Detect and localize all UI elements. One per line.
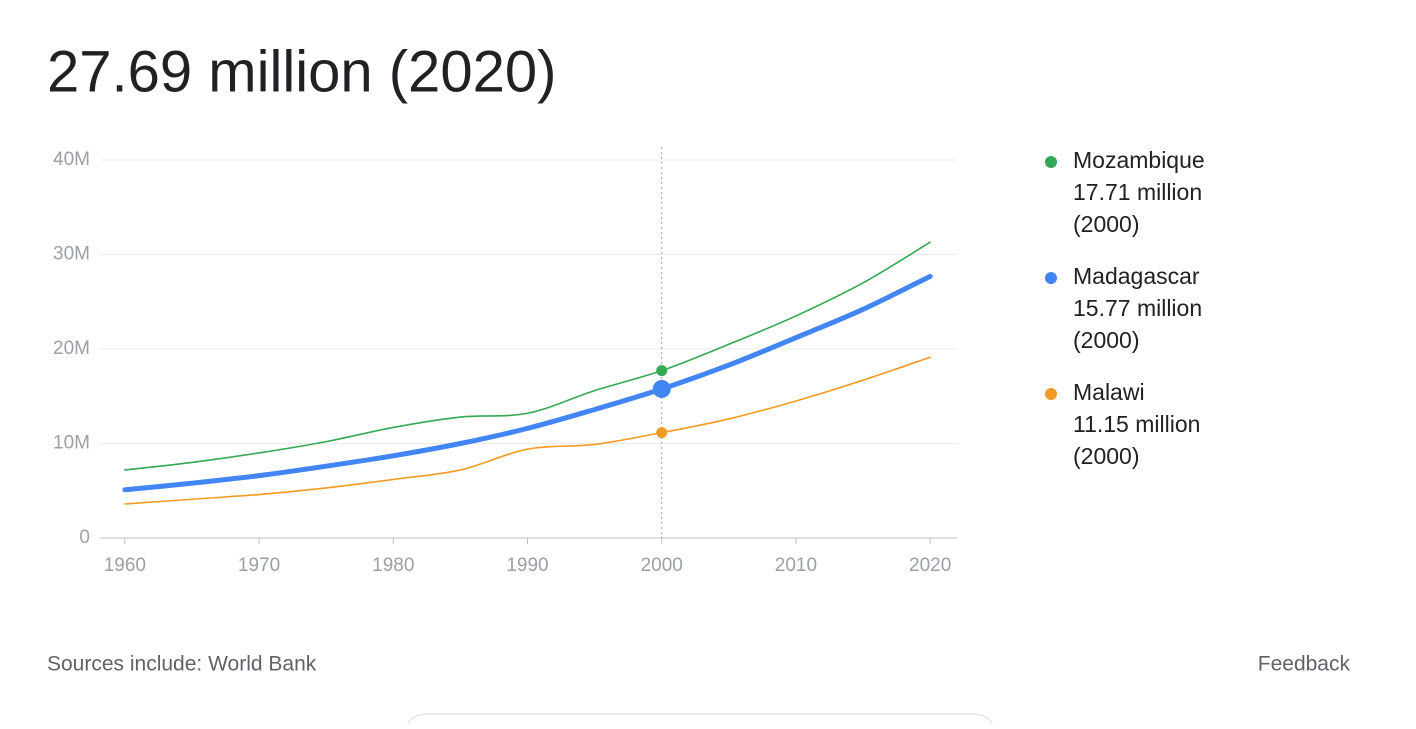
x-tick-label: 2010 — [775, 555, 817, 576]
x-tick-label: 1960 — [104, 555, 146, 576]
legend-value: 15.77 million — [1073, 295, 1202, 321]
legend-name: Mozambique — [1073, 147, 1205, 173]
feedback-link[interactable]: Feedback — [1258, 653, 1351, 676]
legend-value: 11.15 million — [1073, 411, 1200, 437]
x-tick-label: 2000 — [641, 555, 683, 576]
x-tick-label: 1990 — [506, 555, 548, 576]
legend-marker — [1045, 388, 1057, 400]
y-tick-label: 0 — [79, 527, 90, 548]
x-tick-label: 1980 — [372, 555, 414, 576]
highlight-point — [656, 365, 668, 377]
x-tick-label: 2020 — [909, 555, 951, 576]
legend-year: (2000) — [1073, 443, 1139, 469]
legend-value: 17.71 million — [1073, 179, 1202, 205]
x-tick-label: 1970 — [238, 555, 280, 576]
legend-name: Malawi — [1073, 379, 1145, 405]
series-line — [124, 241, 931, 471]
legend-year: (2000) — [1073, 211, 1139, 237]
legend-marker — [1045, 272, 1057, 284]
series-line — [124, 356, 931, 505]
legend-name: Madagascar — [1073, 263, 1200, 289]
highlight-point — [656, 427, 668, 439]
y-tick-label: 40M — [53, 149, 90, 170]
y-tick-label: 30M — [53, 244, 90, 265]
highlight-point — [652, 379, 671, 398]
y-tick-label: 20M — [53, 338, 90, 359]
headline: 27.69 million (2020) — [47, 39, 556, 104]
search-box-edge — [405, 713, 995, 729]
source: Sources include: World Bank — [47, 653, 317, 676]
series-line — [122, 273, 933, 493]
legend-year: (2000) — [1073, 327, 1139, 353]
legend-marker — [1045, 156, 1057, 168]
y-tick-label: 10M — [53, 433, 90, 454]
